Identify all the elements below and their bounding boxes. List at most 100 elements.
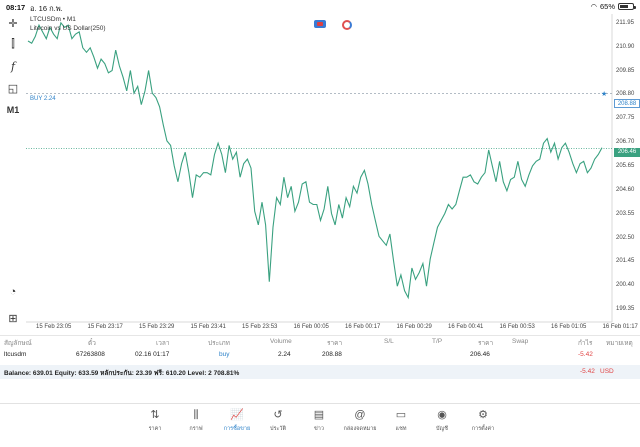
time-axis-tick: 15 Feb 23:29 [139, 324, 175, 330]
chart-toolbar: ✛ ⫿ f ◱ M1 ◔ ⊞ [0, 14, 26, 334]
speedometer-icon[interactable]: ◔ [9, 286, 17, 298]
total-profit: -5.42 [580, 368, 595, 375]
battery-icon [618, 3, 636, 10]
row-volume: 2.24 [278, 351, 291, 358]
positions-table-header: สัญลักษณ์ ตั๋ว เวลา ประเภท Volume ราคา S… [0, 335, 640, 347]
account-icon: ◉ [437, 409, 447, 421]
date: อ. 16 ก.พ. [30, 4, 63, 13]
col-symbol: สัญลักษณ์ [4, 340, 32, 347]
time-axis-tick: 16 Feb 00:29 [396, 324, 432, 330]
col-volume: Volume [270, 338, 292, 345]
candles-icon[interactable]: ⫿ [11, 37, 15, 50]
sort-arrows-icon: ⇅ [150, 409, 160, 421]
balance-bar: Balance: 639.01 Equity: 633.59 หลักประกั… [0, 365, 640, 379]
row-symbol: ltcusdm [4, 351, 27, 358]
signal-icon[interactable] [342, 20, 352, 30]
chart-canvas[interactable]: ★ [0, 0, 640, 335]
nav-trade-chart[interactable]: 📈 การซื้อขาย [217, 408, 257, 433]
buy-position-label: BUY 2.24 [30, 96, 56, 102]
balance-summary: Balance: 639.01 Equity: 633.59 หลักประกั… [4, 370, 240, 377]
nav-news[interactable]: ▤ ข่าว [299, 408, 339, 433]
row-profit: -5.42 [578, 351, 593, 358]
row-current: 206.46 [470, 351, 490, 358]
current-price-tag: 206.46 [614, 148, 640, 157]
time-axis-tick: 16 Feb 00:41 [448, 324, 484, 330]
price-axis-tick: 210.90 [616, 43, 635, 50]
col-price: ราคา [327, 340, 343, 347]
status-right: ◠ 65% [590, 2, 636, 11]
time-axis-tick: 15 Feb 23:05 [36, 324, 72, 330]
nav-label: การซื้อขาย [223, 426, 251, 432]
nav-label: บัญชี [436, 426, 448, 432]
nav-label: กล่องจดหมาย [343, 426, 377, 432]
time-axis-tick: 15 Feb 23:53 [242, 324, 278, 330]
position-row[interactable]: ltcusdm 67263808 02.16 01:17 buy 2.24 20… [0, 349, 640, 361]
price-axis-tick: 204.60 [616, 186, 635, 193]
time-axis-tick: 15 Feb 23:41 [190, 324, 226, 330]
chat-icon: ▭ [395, 409, 407, 421]
news-icon: ▤ [313, 409, 325, 421]
nav-account[interactable]: ◉ บัญชี [422, 408, 462, 433]
price-axis-tick: 200.40 [616, 282, 635, 289]
time-axis-tick: 16 Feb 01:17 [602, 324, 638, 330]
nav-label: ราคา [148, 426, 162, 432]
nav-candlestick[interactable]: ⫼ กราฟ [176, 408, 216, 433]
col-sl: S/L [384, 338, 394, 345]
wifi-icon: ◠ [590, 2, 597, 11]
price-chart[interactable]: ★ LTCUSDm • M1 Litecoin vs US Dollar(250… [0, 0, 640, 335]
trade-chart-icon: 📈 [230, 409, 244, 421]
nav-label: แชท [395, 426, 407, 432]
function-icon[interactable]: f [10, 59, 16, 73]
battery-percent: 65% [599, 2, 615, 11]
row-price: 208.88 [322, 351, 342, 358]
price-axis-tick: 201.45 [616, 258, 635, 265]
col-type: ประเภท [208, 340, 230, 347]
row-type: buy [219, 351, 230, 358]
nav-mailbox[interactable]: @ กล่องจดหมาย [340, 408, 380, 433]
col-ticket: ตั๋ว [88, 340, 96, 347]
bottom-navigation: ⇅ ราคา ⫼ กราฟ 📈 การซื้อขาย ↺ ประวัติ ▤ ข่าว @ กล่อง… [0, 403, 640, 447]
chart-header: LTCUSDm • M1 Litecoin vs US Dollar(250) [30, 15, 106, 33]
account-currency: USD [600, 368, 614, 375]
nav-label: การตั้งค่า [471, 426, 495, 432]
history-icon: ↺ [273, 409, 283, 421]
nav-label: ประวัติ [269, 426, 287, 432]
crosshair-icon[interactable]: ✛ [8, 17, 18, 30]
nav-history[interactable]: ↺ ประวัติ [258, 408, 298, 433]
price-axis-tick: 207.75 [616, 115, 635, 122]
time-axis-tick: 15 Feb 23:17 [87, 324, 123, 330]
candlestick-icon: ⫼ [193, 409, 199, 421]
col-tp: T/P [432, 338, 443, 345]
clock: 08:17 [6, 3, 26, 12]
col-profit: กำไร [578, 340, 593, 347]
time-axis-tick: 16 Feb 00:53 [499, 324, 535, 330]
one-click-trading-icon[interactable] [314, 20, 326, 28]
col-swap: Swap [512, 338, 529, 345]
symbol-description: Litecoin vs US Dollar(250) [30, 25, 106, 32]
col-current: ราคา [478, 340, 494, 347]
timeframe-button[interactable]: M1 [6, 105, 20, 115]
nav-chat[interactable]: ▭ แชท [381, 408, 421, 433]
row-time: 02.16 01:17 [135, 351, 170, 358]
chart-header-icons [314, 20, 352, 30]
add-order-icon[interactable]: ⊞ [8, 312, 18, 325]
col-time: เวลา [156, 340, 170, 347]
price-axis-tick: 205.65 [616, 163, 635, 169]
time-axis-tick: 16 Feb 00:05 [293, 324, 329, 330]
price-axis-tick: 208.80 [616, 91, 635, 98]
buy-price-tag: 208.88 [614, 99, 640, 108]
price-line [27, 21, 603, 300]
price-axis-tick: 199.35 [616, 306, 635, 313]
nav-settings[interactable]: ⚙ การตั้งค่า [463, 408, 503, 433]
price-axis-tick: 211.95 [616, 19, 634, 26]
buy-marker-icon: ★ [601, 90, 607, 98]
price-axis-tick: 203.55 [616, 210, 635, 217]
price-axis-tick: 206.70 [616, 139, 635, 146]
row-ticket: 67263808 [76, 351, 105, 358]
objects-icon[interactable]: ◱ [7, 82, 19, 95]
price-axis-tick: 202.50 [616, 234, 635, 241]
col-comment: หมายเหตุ [606, 340, 633, 347]
nav-sort-arrows[interactable]: ⇅ ราคา [135, 408, 175, 433]
time-axis-tick: 16 Feb 01:05 [551, 324, 587, 330]
symbol-timeframe: LTCUSDm • M1 [30, 16, 76, 23]
